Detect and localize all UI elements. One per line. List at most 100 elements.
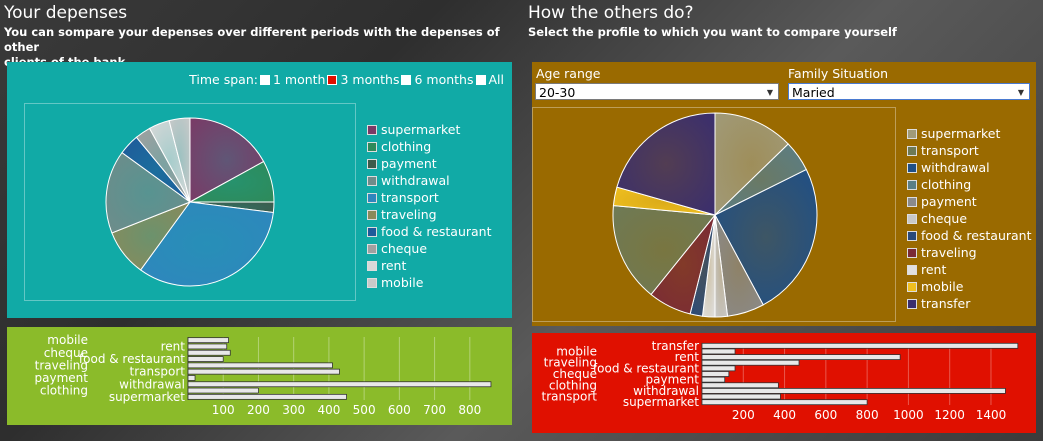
- pie-slice-mobile[interactable]: [168, 117, 191, 203]
- legend-swatch: [907, 145, 917, 156]
- legend-label: rent: [381, 258, 407, 273]
- right-pie-chart: [612, 112, 818, 318]
- chevron-down-icon: ▼: [1017, 88, 1024, 97]
- y-category-label: cheque: [553, 367, 597, 381]
- timespan-all-radio[interactable]: [475, 74, 486, 85]
- left-legend-item-withdrawal: withdrawal: [367, 172, 492, 189]
- pie-slice-transport[interactable]: [139, 201, 274, 287]
- x-tick-label: 100: [212, 403, 235, 417]
- timespan-6months-label[interactable]: 6 months: [414, 72, 474, 87]
- bar-payment[interactable]: [701, 376, 726, 383]
- legend-label: withdrawal: [381, 173, 450, 188]
- right-legend-item-withdrawal: withdrawal: [907, 159, 1032, 176]
- legend-swatch: [907, 230, 917, 241]
- y-category-label: mobile: [556, 344, 597, 358]
- pie-slice-supermarket[interactable]: [189, 117, 265, 203]
- bar-traveling[interactable]: [701, 359, 800, 366]
- y-category-label: mobile: [47, 333, 88, 347]
- right-subtitle: Select the profile to which you want to …: [528, 25, 897, 39]
- legend-swatch: [907, 298, 917, 309]
- right-legend-item-payment: payment: [907, 193, 1032, 210]
- legend-label: mobile: [921, 279, 964, 294]
- left-legend-item-mobile: mobile: [367, 274, 492, 291]
- pie-slice-transport[interactable]: [612, 205, 716, 296]
- others-panel: Age range 20-30 ▼ Family Situation Marie…: [532, 62, 1036, 326]
- y-category-label: transfer: [652, 339, 699, 353]
- left-legend-item-transport: transport: [367, 189, 492, 206]
- legend-swatch: [907, 264, 917, 275]
- right-legend-item-mobile: mobile: [907, 278, 1032, 295]
- bar-food-restaurant[interactable]: [701, 365, 736, 372]
- pie-slice-supermarket[interactable]: [714, 112, 789, 217]
- timespan-all-label[interactable]: All: [488, 72, 505, 87]
- y-category-label: clothing: [40, 384, 88, 398]
- timespan-1month-radio[interactable]: [259, 74, 270, 85]
- bar-clothing[interactable]: [187, 387, 259, 394]
- others-bar-panel: 200 400 600 800 1000 1200 1400 supermarket trans…: [532, 333, 1036, 433]
- bar-traveling[interactable]: [187, 362, 333, 369]
- pie-slice-withdrawal[interactable]: [105, 151, 192, 234]
- timespan-label: Time span:: [189, 72, 258, 87]
- legend-label: cheque: [921, 211, 968, 226]
- timespan-3months-label[interactable]: 3 months: [340, 72, 400, 87]
- left-bar-chart: 100 200 300 400 500 600 700 800 supermarket cloth…: [35, 333, 492, 417]
- right-legend-item-traveling: traveling: [907, 244, 1032, 261]
- bar-mobile[interactable]: [701, 348, 736, 355]
- bar-withdrawal[interactable]: [701, 388, 1006, 394]
- y-category-label: clothing: [549, 378, 597, 392]
- bar-cheque[interactable]: [701, 371, 730, 377]
- left-pie-frame: [24, 103, 356, 301]
- legend-swatch: [367, 260, 377, 271]
- legend-swatch: [367, 226, 377, 237]
- bar-transport[interactable]: [187, 368, 340, 375]
- y-category-label: cheque: [44, 346, 88, 360]
- y-category-label: rent: [161, 339, 186, 353]
- legend-swatch: [907, 281, 917, 292]
- bar-payment[interactable]: [187, 375, 196, 381]
- timespan-selector: Time span: 1 month 3 months 6 months All: [189, 72, 504, 87]
- bar-transport[interactable]: [701, 393, 781, 400]
- bar-supermarket[interactable]: [701, 399, 868, 406]
- bar-supermarket[interactable]: [187, 393, 347, 400]
- x-tick-label: 300: [282, 403, 305, 417]
- right-title: How the others do?: [528, 3, 694, 23]
- bar-rent[interactable]: [701, 354, 901, 360]
- legend-label: rent: [921, 262, 947, 277]
- legend-label: traveling: [381, 207, 437, 222]
- y-category-label: supermarket: [623, 395, 699, 409]
- bar-clothing[interactable]: [701, 382, 779, 389]
- right-legend-item-food-restaurant: food & restaurant: [907, 227, 1032, 244]
- legend-swatch: [367, 175, 377, 186]
- legend-label: supermarket: [381, 122, 461, 137]
- legend-swatch: [907, 247, 917, 258]
- legend-label: payment: [921, 194, 977, 209]
- legend-label: payment: [381, 156, 437, 171]
- bar-transfer[interactable]: [701, 342, 1019, 349]
- pie-slice-transfer[interactable]: [616, 112, 716, 216]
- legend-swatch: [907, 128, 917, 139]
- right-pie-frame: [532, 107, 896, 322]
- bar-mobile[interactable]: [187, 337, 229, 344]
- left-legend-item-traveling: traveling: [367, 206, 492, 223]
- age-range-select[interactable]: 20-30 ▼: [535, 83, 779, 100]
- bar-cheque[interactable]: [187, 349, 231, 356]
- legend-label: mobile: [381, 275, 424, 290]
- left-subtitle-line1: You can sompare your depenses over diffe…: [4, 25, 500, 54]
- family-situation-select[interactable]: Maried ▼: [788, 83, 1030, 100]
- left-legend-item-cheque: cheque: [367, 240, 492, 257]
- legend-label: traveling: [921, 245, 977, 260]
- legend-label: transport: [381, 190, 439, 205]
- timespan-3months-radio[interactable]: [327, 74, 338, 85]
- bar-withdrawal[interactable]: [187, 381, 492, 388]
- timespan-1month-label[interactable]: 1 month: [272, 72, 326, 87]
- pie-slice-withdrawal[interactable]: [714, 168, 818, 306]
- left-legend-item-food-restaurant: food & restaurant: [367, 223, 492, 240]
- right-legend-item-rent: rent: [907, 261, 1032, 278]
- left-pie-legend: supermarket clothing payment withdrawal tran…: [367, 121, 492, 291]
- bar-rent[interactable]: [187, 343, 228, 350]
- x-tick-label: 1200: [934, 408, 965, 422]
- timespan-6months-radio[interactable]: [401, 74, 412, 85]
- legend-swatch: [367, 243, 377, 254]
- bar-food-restaurant[interactable]: [187, 356, 224, 362]
- family-situation-value: Maried: [792, 85, 835, 100]
